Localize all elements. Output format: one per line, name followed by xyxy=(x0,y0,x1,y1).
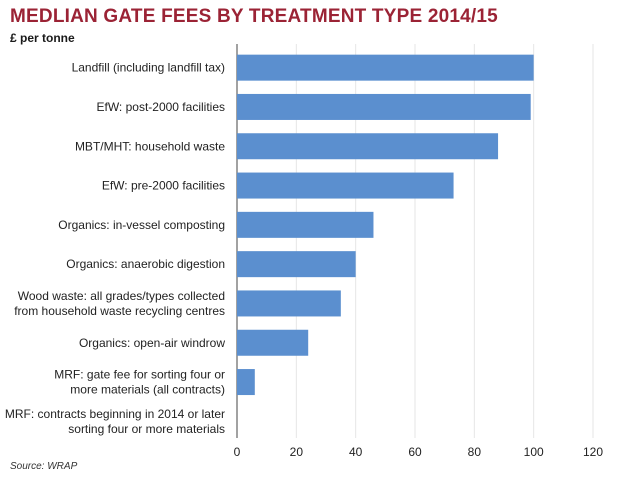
chart-title: MEDLIAN GATE FEES BY TREATMENT TYPE 2014… xyxy=(10,6,498,27)
bar xyxy=(237,54,534,81)
category-label: MBT/MHT: household waste xyxy=(75,139,225,153)
category-label: Organics: in-vessel composting xyxy=(58,218,225,232)
category-label: EfW: pre-2000 facilities xyxy=(102,179,225,193)
category-label: Organics: anaerobic digestion xyxy=(66,257,225,271)
x-tick-label: 60 xyxy=(408,445,422,459)
bar xyxy=(237,172,454,199)
category-label: MRF: gate fee for sorting four or xyxy=(54,368,225,382)
bar xyxy=(237,329,309,356)
x-tick-label: 0 xyxy=(234,445,241,459)
bar xyxy=(237,369,255,396)
chart-subtitle: £ per tonne xyxy=(10,31,75,45)
category-label: Organics: open-air windrow xyxy=(79,336,225,350)
source-note: Source: WRAP xyxy=(10,461,78,472)
bar xyxy=(237,251,356,278)
bar xyxy=(237,93,531,120)
x-tick-label: 100 xyxy=(524,445,544,459)
category-label: Landfill (including landfill tax) xyxy=(72,61,225,75)
category-label: sorting four or more materials xyxy=(68,422,225,436)
category-label: MRF: contracts beginning in 2014 or late… xyxy=(5,407,225,421)
bar xyxy=(237,290,341,317)
category-label: Wood waste: all grades/types collected xyxy=(18,289,225,303)
x-tick-label: 80 xyxy=(468,445,482,459)
category-label: more materials (all contracts) xyxy=(70,383,225,397)
x-tick-label: 20 xyxy=(290,445,304,459)
bar xyxy=(237,211,374,238)
category-label: EfW: post-2000 facilities xyxy=(96,100,225,114)
category-label: from household waste recycling centres xyxy=(14,304,225,318)
x-tick-label: 40 xyxy=(349,445,363,459)
bar xyxy=(237,133,499,160)
x-tick-label: 120 xyxy=(583,445,603,459)
